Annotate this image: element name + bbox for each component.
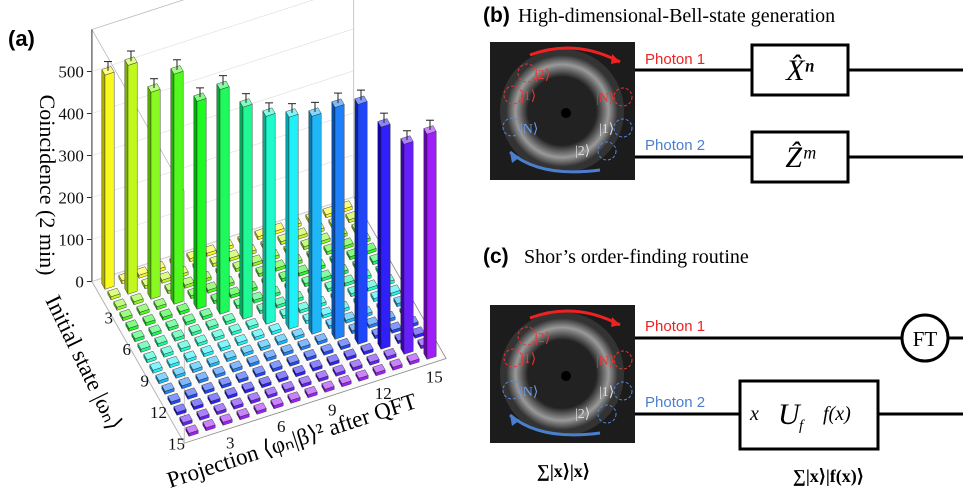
- bar: [401, 136, 413, 355]
- bar-front: [220, 87, 229, 315]
- bar: [263, 108, 275, 324]
- bar-front: [335, 105, 344, 340]
- panel-c: (c) Shor’s order-finding routine |2⟩ |1⟩…: [483, 245, 963, 487]
- center: [561, 108, 571, 118]
- gate-output: f(x): [823, 403, 851, 425]
- y-tick-label: 3: [105, 309, 114, 328]
- gate-label: X̂ⁿ: [785, 54, 814, 87]
- mode-label: |1⟩: [521, 89, 536, 104]
- bar-side: [309, 111, 312, 335]
- photon-label: Photon 1: [645, 318, 705, 335]
- mode-label: |2⟩: [535, 331, 550, 346]
- bar: [240, 99, 252, 320]
- panel-label: (b): [483, 4, 510, 27]
- z-tick-label: 300: [58, 147, 84, 166]
- bar-front: [105, 72, 114, 289]
- gate-label: Ẑᵐ: [785, 141, 816, 174]
- bar: [424, 126, 436, 360]
- panel-label: (c): [483, 245, 509, 268]
- bar: [378, 119, 390, 350]
- bar-side: [332, 102, 335, 339]
- bar: [148, 84, 160, 300]
- bar: [194, 93, 206, 309]
- gate-input: x: [749, 403, 759, 425]
- bar-side: [378, 122, 381, 350]
- mode-label: |N⟩: [596, 91, 614, 106]
- z-tick-label: 100: [58, 231, 84, 250]
- figure: (a) 010020030040050036912153691215Coinci…: [0, 0, 963, 496]
- photon-label: Photon 2: [645, 137, 705, 154]
- photon-label: Photon 2: [645, 394, 705, 411]
- mode-label: |1⟩: [599, 122, 614, 137]
- z-tick-label: 500: [58, 63, 84, 82]
- bar: [171, 66, 183, 305]
- x-tick-label: 15: [426, 367, 443, 386]
- z-tick-label: 200: [58, 189, 84, 208]
- bar-side: [125, 60, 128, 294]
- bar: [102, 67, 114, 290]
- y-tick-label: 15: [168, 435, 185, 454]
- ft-label: FT: [913, 327, 938, 351]
- bar-side: [102, 70, 105, 290]
- panel-title: High-dimensional-Bell-state generation: [518, 5, 835, 27]
- y-tick-label: 12: [150, 403, 167, 422]
- bar-side: [217, 84, 220, 314]
- bar-front: [243, 104, 252, 319]
- mode-label: |1⟩: [521, 352, 536, 367]
- bar: [332, 99, 344, 339]
- bar-side: [401, 139, 404, 355]
- bar-front: [427, 131, 436, 359]
- bar-front: [197, 98, 206, 309]
- bar: [217, 81, 229, 314]
- bar-side: [424, 129, 427, 360]
- mode-label: |N⟩: [520, 122, 538, 137]
- state-sum: ∑|x⟩|f(x)⟩: [793, 466, 864, 487]
- mode-label: |N⟩: [520, 385, 538, 400]
- bar-front: [404, 141, 413, 354]
- gate: [740, 381, 878, 449]
- mode-label: |2⟩: [575, 144, 590, 159]
- panel-b: (b) High-dimensional-Bell-state generati…: [483, 4, 963, 182]
- bar-side: [263, 111, 266, 324]
- mode-label: |N⟩: [596, 354, 614, 369]
- bar: [309, 108, 321, 335]
- bar-side: [148, 87, 151, 300]
- y-tick-label: 6: [123, 340, 132, 359]
- bar-front: [289, 114, 298, 329]
- photon-label: Photon 1: [645, 51, 705, 68]
- z-tick-label: 400: [58, 105, 84, 124]
- bar: [286, 109, 298, 330]
- state-sum: ∑|x⟩|x⟩: [537, 461, 590, 481]
- center: [561, 371, 571, 381]
- mode-label: |2⟩: [575, 407, 590, 422]
- bar: [125, 57, 137, 294]
- bar-front: [128, 62, 137, 294]
- bar-front: [358, 102, 367, 345]
- bar-side: [286, 112, 289, 330]
- y-tick-label: 9: [141, 372, 150, 391]
- mode-label: |1⟩: [599, 385, 614, 400]
- bar-front: [174, 71, 183, 304]
- bar-side: [194, 96, 197, 309]
- bar: [355, 96, 367, 344]
- panel-a: (a) 010020030040050036912153691215Coinci…: [8, 0, 446, 493]
- bar-front: [381, 124, 390, 349]
- z-tick-label: 0: [75, 273, 84, 292]
- panel-label: (a): [8, 26, 35, 51]
- bar-side: [171, 69, 174, 305]
- z-axis-label: Coincidence (2 min): [35, 95, 60, 276]
- bar-front: [151, 89, 160, 299]
- bar-side: [240, 102, 243, 320]
- bar-front: [312, 113, 321, 334]
- bar-front: [266, 113, 275, 324]
- bar-side: [355, 99, 358, 344]
- panel-title: Shor’s order-finding routine: [524, 246, 749, 268]
- mode-label: |2⟩: [535, 68, 550, 83]
